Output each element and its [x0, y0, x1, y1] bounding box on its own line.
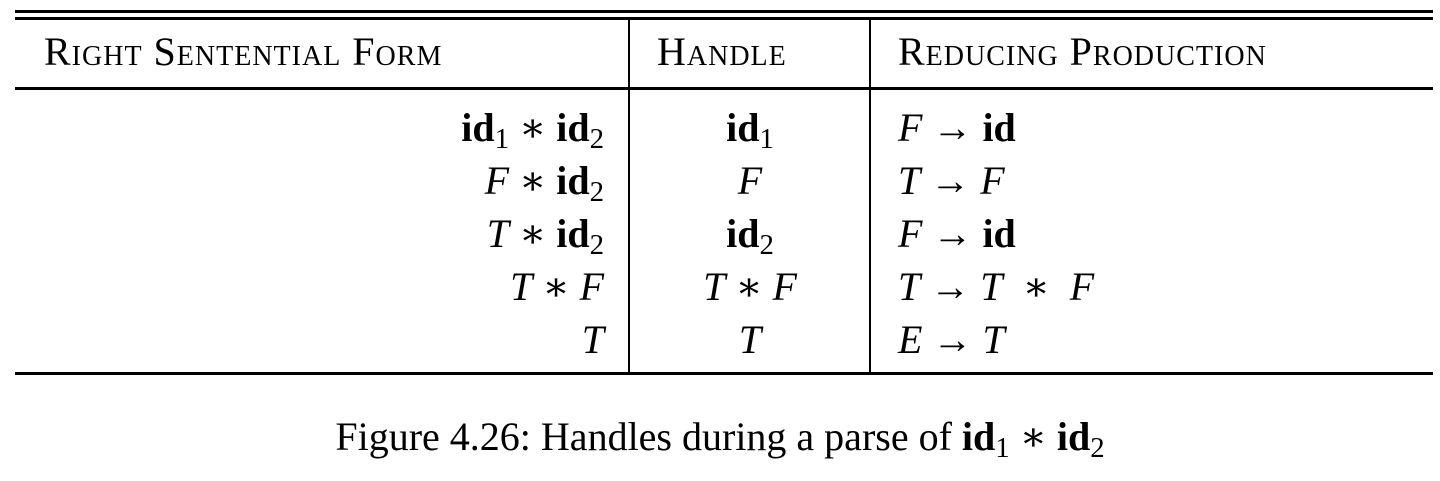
handle-cell: F	[630, 155, 870, 207]
bold-token: id	[556, 158, 590, 203]
handle-cell: id2	[630, 208, 870, 260]
text-segment: ∗	[1009, 414, 1057, 459]
table-top-rule-2	[15, 17, 1433, 20]
italic-symbol: T	[581, 317, 604, 362]
text-segment: →	[922, 105, 983, 150]
production-cell: T → T ∗ F	[898, 261, 1418, 313]
header-bottom-rule	[15, 87, 1433, 90]
subscript: 2	[589, 123, 604, 156]
header-reducing-production: Reducing Production	[898, 29, 1267, 74]
subscript: 2	[589, 176, 604, 209]
handle-cell: T ∗ F	[630, 261, 870, 313]
italic-symbol: F	[898, 105, 923, 150]
table-top-rule-1	[15, 10, 1433, 13]
bold-token: id	[556, 105, 590, 150]
bold-token: id	[461, 105, 495, 150]
text-segment: ∗	[532, 264, 580, 309]
text-segment: Figure 4.26: Handles during a parse of	[335, 414, 962, 459]
sentential-form-cell: F ∗ id2	[30, 155, 604, 207]
subscript: 2	[759, 229, 774, 262]
handle-cell: id1	[630, 102, 870, 154]
text-segment: →	[922, 317, 983, 362]
italic-symbol: T	[980, 264, 1003, 309]
italic-symbol: T	[510, 264, 533, 309]
production-cell: F → id	[898, 208, 1418, 260]
sentential-form-cell: T ∗ F	[30, 261, 604, 313]
text-segment: →	[922, 211, 983, 256]
italic-symbol: E	[898, 317, 923, 362]
subscript: 2	[1090, 432, 1105, 465]
italic-symbol: F	[772, 264, 797, 309]
sentential-form-cell: T ∗ id2	[30, 208, 604, 260]
column-separator-1	[628, 18, 630, 374]
italic-symbol: T	[898, 264, 921, 309]
text-segment: ∗	[509, 211, 557, 256]
production-cell: E → T	[898, 314, 1418, 366]
italic-symbol: F	[1069, 264, 1095, 309]
italic-symbol: T	[898, 158, 921, 203]
column-separator-2	[869, 18, 871, 374]
bold-token: id	[982, 211, 1016, 256]
table-bottom-rule	[15, 372, 1433, 375]
header-right-sentential-form: Right Sentential Form	[44, 29, 443, 74]
subscript: 1	[494, 123, 510, 156]
bold-token: id	[556, 211, 590, 256]
handle-cell: T	[630, 314, 870, 366]
italic-symbol: F	[579, 264, 604, 309]
text-segment: →	[920, 158, 981, 203]
text-segment: →	[920, 264, 981, 309]
italic-symbol: T	[703, 264, 726, 309]
bold-token: id	[726, 211, 760, 256]
production-cell: T → F	[898, 155, 1418, 207]
figure-caption: Figure 4.26: Handles during a parse of i…	[0, 412, 1440, 465]
text-segment: ∗	[509, 158, 557, 203]
italic-symbol: F	[484, 158, 510, 203]
sentential-form-cell: T	[30, 314, 604, 366]
italic-symbol: F	[737, 158, 763, 203]
text-segment: ∗	[509, 105, 557, 150]
bold-token: id	[961, 414, 996, 459]
bold-token: id	[1056, 414, 1091, 459]
italic-symbol: F	[898, 211, 923, 256]
bold-token: id	[726, 105, 760, 150]
italic-symbol: T	[486, 211, 510, 256]
text-segment: ∗	[725, 264, 773, 309]
subscript: 2	[589, 229, 604, 262]
production-cell: F → id	[898, 102, 1418, 154]
italic-symbol: F	[980, 158, 1005, 203]
subscript: 1	[759, 123, 774, 156]
italic-symbol: T	[738, 317, 762, 362]
sentential-form-cell: id1 ∗ id2	[30, 102, 604, 154]
subscript: 1	[995, 432, 1010, 465]
text-segment: ∗	[1002, 264, 1070, 309]
bold-token: id	[982, 105, 1016, 150]
header-handle: Handle	[657, 29, 787, 74]
italic-symbol: T	[982, 317, 1005, 362]
